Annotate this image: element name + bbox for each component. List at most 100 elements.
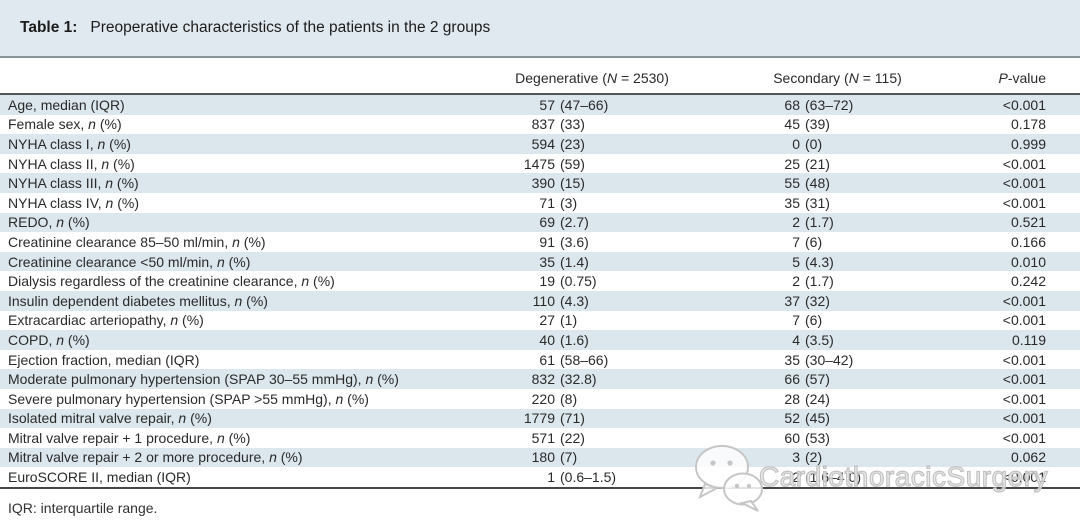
- value-pvalue: 0.010: [1010, 253, 1046, 270]
- table-row: NYHA class III, n (%) 390 (15) 55 (48) <0.001: [0, 173, 1080, 193]
- value-pvalue: <0.001: [1002, 351, 1046, 368]
- value-secondary: 52 (45): [784, 410, 830, 427]
- value-degenerative: 27 (1): [539, 312, 578, 329]
- value-secondary: 2 (1.6–4.0): [792, 469, 862, 486]
- row-label: Mitral valve repair + 2 or more procedur…: [8, 449, 303, 466]
- value-pvalue: 0.062: [1010, 449, 1046, 466]
- row-label: Female sex, n (%): [8, 116, 122, 133]
- value-degenerative: 19 (0.75): [539, 273, 597, 290]
- row-label: REDO, n (%): [8, 214, 90, 231]
- value-pvalue: <0.001: [1002, 469, 1046, 486]
- value-secondary: 5 (4.3): [792, 253, 834, 270]
- table-row: NYHA class IV, n (%) 71 (3) 35 (31) <0.001: [0, 193, 1080, 213]
- value-pvalue: <0.001: [1002, 429, 1046, 446]
- table-row: Mitral valve repair + 2 or more procedur…: [0, 447, 1080, 468]
- table-footnote: IQR: interquartile range.: [8, 499, 158, 516]
- value-degenerative: 837 (33): [531, 116, 585, 133]
- value-pvalue: <0.001: [1002, 312, 1046, 329]
- value-degenerative: 69 (2.7): [539, 214, 589, 231]
- row-label: Ejection fraction, median (IQR): [8, 351, 200, 368]
- column-header-row: Degenerative (N = 2530) Secondary (N = 1…: [0, 58, 1080, 95]
- value-pvalue: <0.001: [1002, 194, 1046, 211]
- row-label: NYHA class IV, n (%): [8, 194, 139, 211]
- column-header-pvalue: P-value: [998, 70, 1046, 86]
- table-row: Mitral valve repair + 1 procedure, n (%)…: [0, 428, 1080, 448]
- table-row: COPD, n (%) 40 (1.6) 4 (3.5) 0.119: [0, 330, 1080, 350]
- value-degenerative: 61 (58–66): [539, 351, 609, 368]
- value-secondary: 35 (31): [784, 194, 830, 211]
- value-degenerative: 1779 (71): [523, 410, 585, 427]
- value-secondary: 28 (24): [784, 390, 830, 407]
- row-label: NYHA class II, n (%): [8, 155, 135, 172]
- value-pvalue: <0.001: [1002, 292, 1046, 309]
- row-label: NYHA class I, n (%): [8, 135, 131, 152]
- row-label: Dialysis regardless of the creatinine cl…: [8, 273, 335, 290]
- value-degenerative: 1475 (59): [523, 155, 585, 172]
- row-label: Moderate pulmonary hypertension (SPAP 30…: [8, 371, 399, 388]
- value-pvalue: 0.242: [1010, 273, 1046, 290]
- value-degenerative: 57 (47–66): [539, 96, 609, 113]
- value-pvalue: 0.166: [1010, 233, 1046, 250]
- row-label: NYHA class III, n (%): [8, 175, 139, 192]
- table-row: Extracardiac arteriopathy, n (%) 27 (1) 7 (6…: [0, 311, 1080, 331]
- value-degenerative: 571 (22): [531, 429, 585, 446]
- row-label: Extracardiac arteriopathy, n (%): [8, 312, 204, 329]
- table-row: Female sex, n (%) 837 (33) 45 (39) 0.178: [0, 115, 1080, 135]
- value-secondary: 37 (32): [784, 292, 830, 309]
- value-secondary: 7 (6): [792, 233, 823, 250]
- table-row: Creatinine clearance <50 ml/min, n (%) 35…: [0, 251, 1080, 272]
- value-secondary: 2 (1.7): [792, 273, 834, 290]
- value-pvalue: <0.001: [1002, 155, 1046, 172]
- value-pvalue: 0.999: [1010, 135, 1046, 152]
- row-label: Creatinine clearance 85–50 ml/min, n (%): [8, 233, 266, 250]
- value-secondary: 0 (0): [792, 135, 823, 152]
- row-label: EuroSCORE II, median (IQR): [8, 469, 191, 486]
- row-label: COPD, n (%): [8, 331, 90, 348]
- value-secondary: 68 (63–72): [784, 96, 854, 113]
- table-row: REDO, n (%) 69 (2.7) 2 (1.7) 0.521: [0, 212, 1080, 233]
- value-degenerative: 91 (3.6): [539, 233, 589, 250]
- value-secondary: 25 (21): [784, 155, 830, 172]
- value-degenerative: 594 (23): [531, 135, 585, 152]
- row-label: Creatinine clearance <50 ml/min, n (%): [8, 253, 251, 270]
- value-degenerative: 220 (8): [531, 390, 578, 407]
- value-secondary: 66 (57): [784, 371, 830, 388]
- table-row: Ejection fraction, median (IQR) 61 (58–66)…: [0, 350, 1080, 370]
- table-row: Severe pulmonary hypertension (SPAP >55 …: [0, 389, 1080, 409]
- table-row: EuroSCORE II, median (IQR) 1 (0.6–1.5) 2 (1.…: [0, 467, 1080, 487]
- table-row: Creatinine clearance 85–50 ml/min, n (%)…: [0, 232, 1080, 252]
- value-pvalue: 0.521: [1010, 214, 1046, 231]
- column-header-secondary: Secondary (N = 115): [773, 70, 902, 86]
- table-row: Dialysis regardless of the creatinine cl…: [0, 271, 1080, 291]
- value-degenerative: 110 (4.3): [532, 292, 589, 309]
- value-degenerative: 35 (1.4): [539, 253, 589, 270]
- value-pvalue: 0.119: [1012, 331, 1046, 348]
- value-pvalue: <0.001: [1002, 371, 1046, 388]
- value-secondary: 7 (6): [792, 312, 823, 329]
- value-degenerative: 40 (1.6): [539, 331, 589, 348]
- value-secondary: 35 (30–42): [784, 351, 854, 368]
- row-label: Severe pulmonary hypertension (SPAP >55 …: [8, 390, 369, 407]
- value-secondary: 2 (1.7): [792, 214, 834, 231]
- value-degenerative: 390 (15): [531, 175, 585, 192]
- value-secondary: 55 (48): [784, 175, 830, 192]
- value-pvalue: <0.001: [1002, 96, 1046, 113]
- row-label: Isolated mitral valve repair, n (%): [8, 410, 212, 427]
- value-pvalue: <0.001: [1002, 175, 1046, 192]
- table-row: Moderate pulmonary hypertension (SPAP 30…: [0, 369, 1080, 389]
- table-row: Insulin dependent diabetes mellitus, n (…: [0, 290, 1080, 311]
- value-secondary: 60 (53): [784, 429, 830, 446]
- value-degenerative: 180 (7): [531, 449, 578, 466]
- table-row: Age, median (IQR) 57 (47–66) 68 (63–72) <0.00…: [0, 95, 1080, 115]
- value-degenerative: 832 (32.8): [531, 371, 597, 388]
- table-row: NYHA class I, n (%) 594 (23) 0 (0) 0.999: [0, 134, 1080, 154]
- value-pvalue: <0.001: [1002, 390, 1046, 407]
- table-row: NYHA class II, n (%) 1475 (59) 25 (21) <0.001: [0, 154, 1080, 174]
- value-degenerative: 71 (3): [539, 194, 578, 211]
- value-pvalue: <0.001: [1002, 410, 1046, 427]
- table-row: Isolated mitral valve repair, n (%) 1779(…: [0, 408, 1080, 429]
- table-title-text: Preoperative characteristics of the pati…: [90, 19, 491, 36]
- column-header-degenerative: Degenerative (N = 2530): [515, 70, 669, 86]
- value-secondary: 3 (2): [792, 449, 823, 466]
- table-title-bar: Table 1: Preoperative characteristics of…: [0, 0, 1080, 58]
